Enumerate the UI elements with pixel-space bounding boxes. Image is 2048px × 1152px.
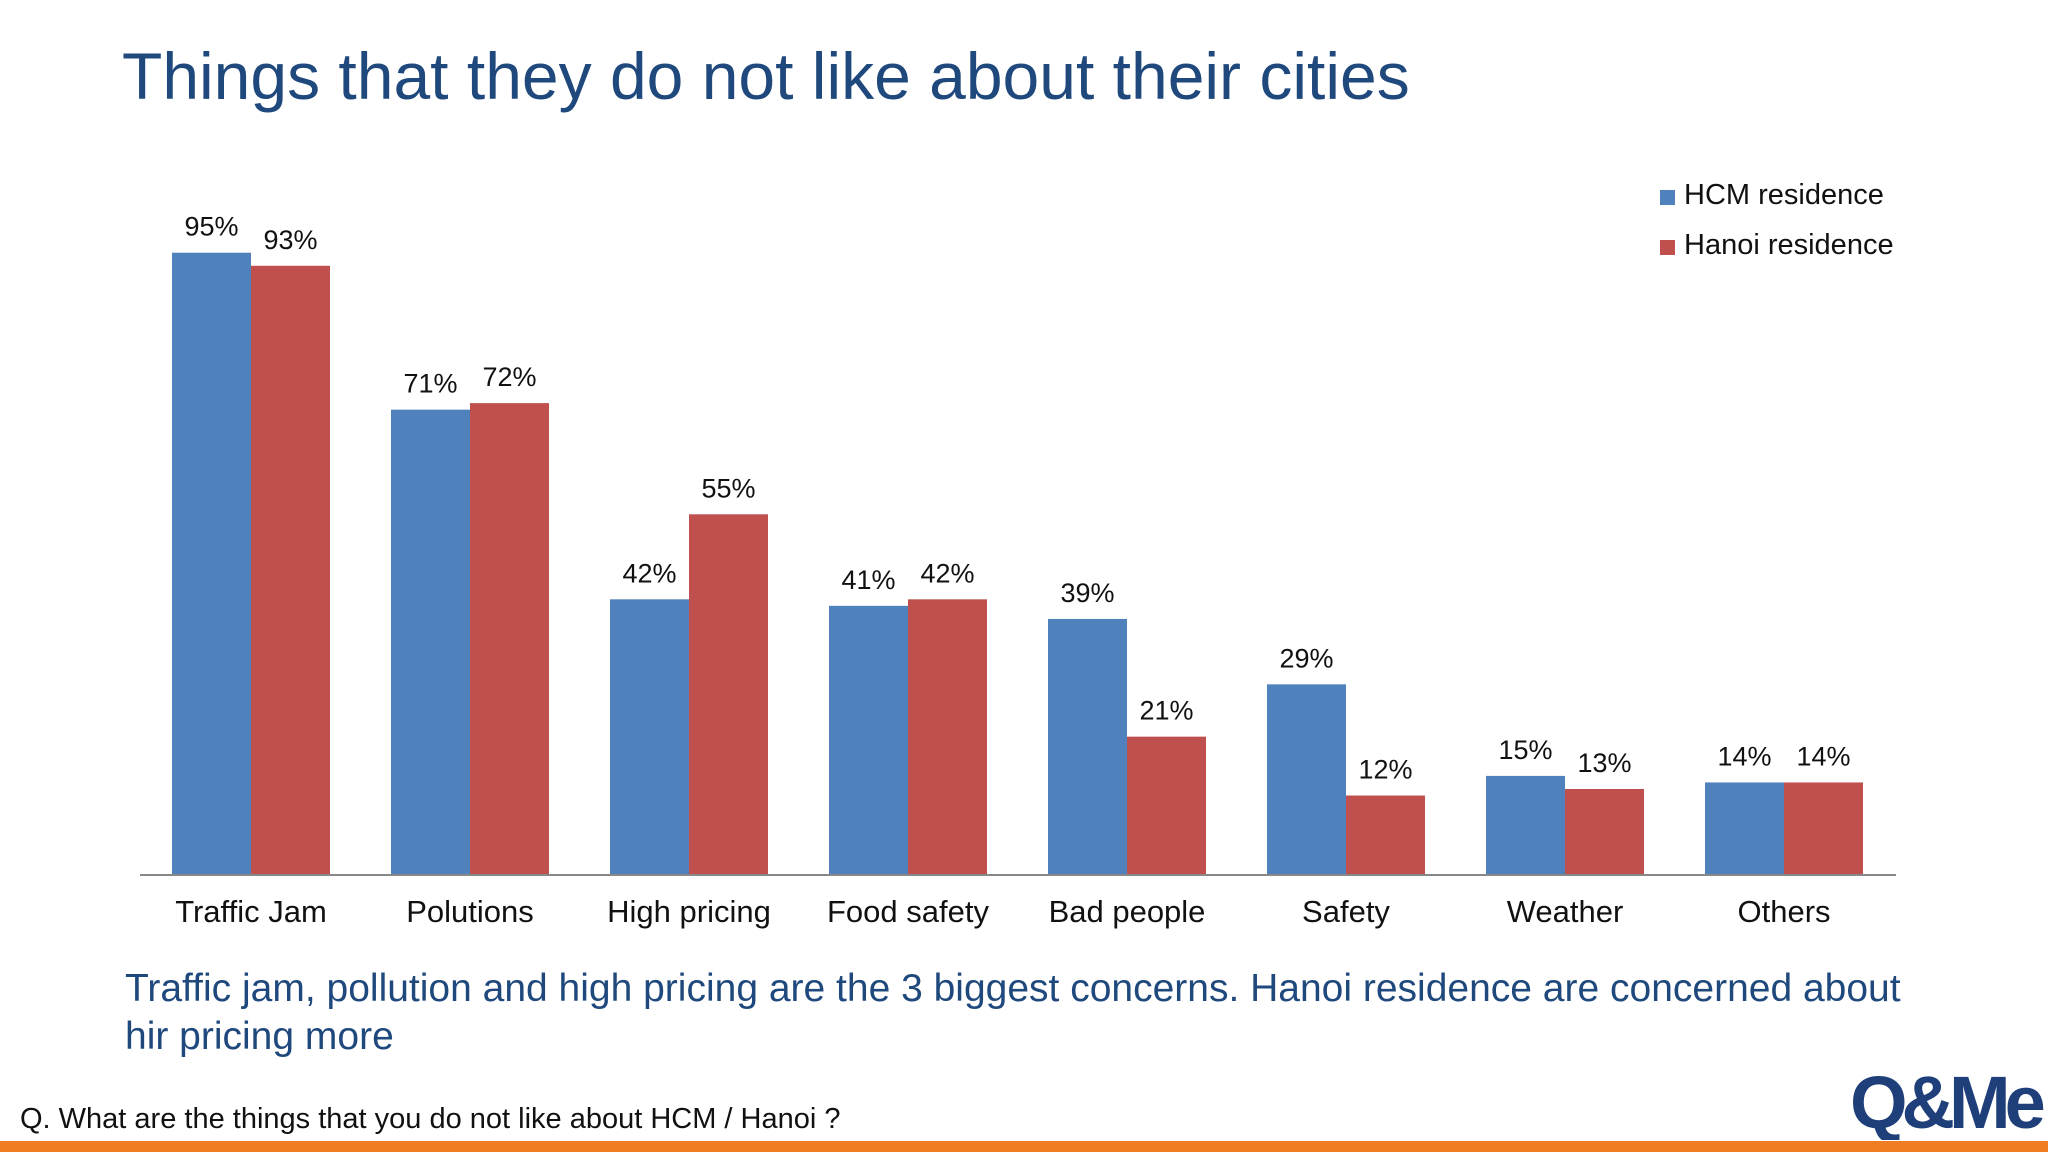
bar-hcm-4 [1048, 618, 1127, 874]
bar-hanoi-3 [908, 599, 987, 874]
bar-hanoi-6 [1565, 788, 1644, 874]
value-label: 12% [1358, 755, 1412, 785]
value-label: 55% [701, 473, 755, 503]
value-label: 14% [1717, 741, 1771, 771]
bottom-accent-bar [0, 1141, 2048, 1152]
legend-swatch-hanoi [1660, 240, 1675, 255]
value-label: 41% [841, 565, 895, 595]
value-label: 14% [1796, 741, 1850, 771]
bars-group [172, 252, 1863, 874]
bar-hcm-5 [1267, 684, 1346, 874]
legend-swatch-hcm [1660, 190, 1675, 205]
category-labels-group: Traffic Jam Polutions High pricing Food saf… [175, 894, 1830, 929]
value-label: 95% [184, 212, 238, 242]
bar-hanoi-2 [689, 514, 768, 874]
bar-hanoi-5 [1346, 795, 1425, 874]
qme-logo: Q&Me [1850, 1061, 2048, 1140]
bar-hcm-0 [172, 252, 251, 874]
bar-hcm-7 [1705, 782, 1784, 874]
value-labels-group: 95% 93% 71% 72% 42% 55% 41% 42% 39% 21% 29% 12% 15% 1… [184, 212, 1850, 785]
bar-hanoi-7 [1784, 782, 1863, 874]
category-label: Safety [1302, 894, 1390, 929]
value-label: 42% [622, 558, 676, 588]
bar-hanoi-1 [470, 403, 549, 874]
value-label: 13% [1577, 748, 1631, 778]
value-label: 93% [263, 225, 317, 255]
legend: HCM residence Hanoi residence [1660, 179, 1894, 261]
bar-hcm-6 [1486, 775, 1565, 874]
logo-text: Q&Me [1850, 1061, 2044, 1140]
value-label: 42% [920, 558, 974, 588]
value-label: 72% [482, 362, 536, 392]
survey-question: Q. What are the things that you do not l… [20, 1103, 841, 1135]
slide-title: Things that they do not like about their… [122, 39, 1410, 113]
bar-hcm-1 [391, 409, 470, 874]
bar-chart: 95% 93% 71% 72% 42% 55% 41% 42% 39% 21% 29% 12% 15% 1… [140, 179, 1896, 929]
legend-label: Hanoi residence [1684, 229, 1894, 261]
bar-hanoi-0 [251, 265, 330, 874]
category-label: Food safety [827, 894, 989, 929]
value-label: 15% [1498, 735, 1552, 765]
category-label: Polutions [406, 894, 534, 929]
category-label: Weather [1507, 894, 1624, 929]
category-label: Others [1737, 894, 1830, 929]
value-label: 29% [1279, 643, 1333, 673]
value-label: 39% [1060, 578, 1114, 608]
category-label: Traffic Jam [175, 894, 327, 929]
value-label: 71% [403, 369, 457, 399]
bar-hcm-2 [610, 599, 689, 874]
legend-label: HCM residence [1684, 179, 1884, 211]
conclusion-text: Traffic jam, pollution and high pricing … [125, 967, 1901, 1058]
category-label: Bad people [1049, 894, 1206, 929]
bar-hanoi-4 [1127, 736, 1206, 874]
value-label: 21% [1139, 696, 1193, 726]
bar-hcm-3 [829, 605, 908, 874]
category-label: High pricing [607, 894, 771, 929]
